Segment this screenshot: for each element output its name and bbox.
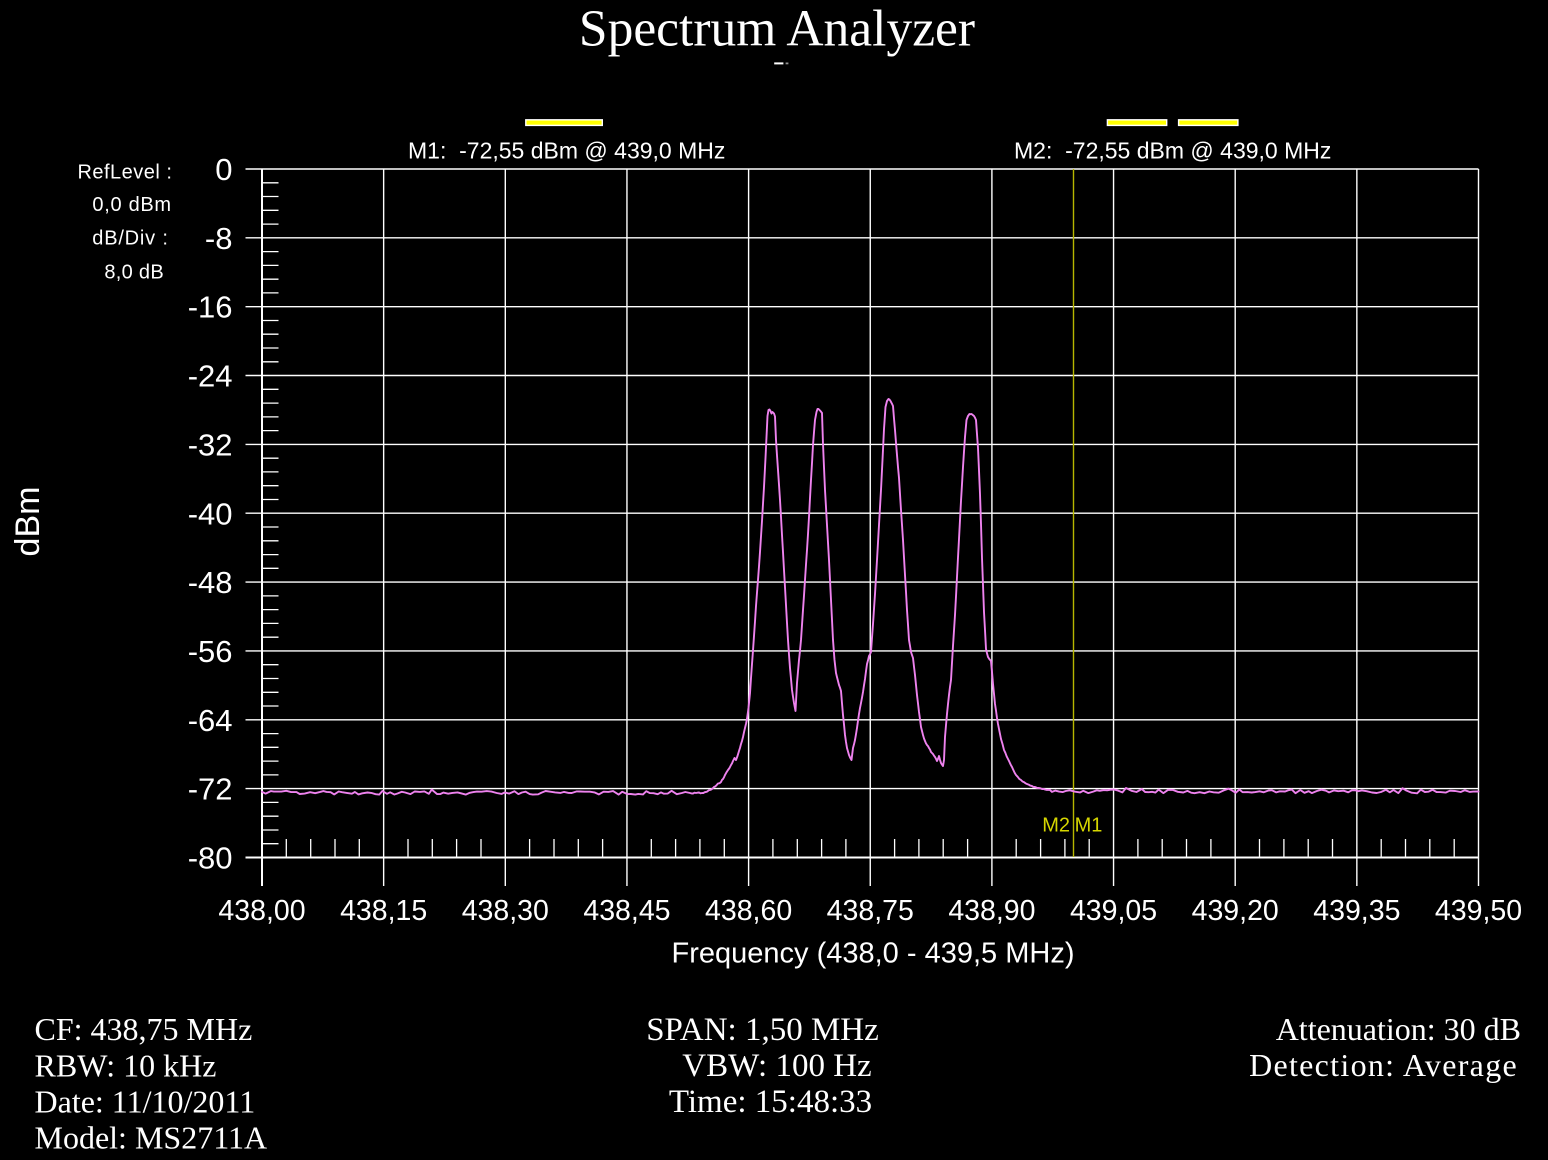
svg-text:Model: MS2711A: Model: MS2711A bbox=[35, 1120, 268, 1156]
svg-text:Date: 11/10/2011: Date: 11/10/2011 bbox=[35, 1084, 256, 1120]
svg-text:Time: 15:48:33: Time: 15:48:33 bbox=[669, 1084, 872, 1120]
svg-text:Frequency (438,0 - 439,5 MHz): Frequency (438,0 - 439,5 MHz) bbox=[672, 938, 1075, 970]
svg-text:-72: -72 bbox=[188, 772, 233, 807]
svg-text:SPAN: 1,50 MHz: SPAN: 1,50 MHz bbox=[646, 1012, 879, 1048]
svg-text:439,50: 439,50 bbox=[1435, 895, 1522, 927]
svg-text:-48: -48 bbox=[188, 565, 233, 600]
svg-text:0,0 dBm: 0,0 dBm bbox=[92, 194, 171, 216]
svg-text:438,60: 438,60 bbox=[705, 895, 792, 927]
svg-text:-16: -16 bbox=[188, 290, 233, 325]
svg-text:438,30: 438,30 bbox=[462, 895, 549, 927]
svg-text:M2: -72,55 dBm @ 439,0 MHz: M2: -72,55 dBm @ 439,0 MHz bbox=[1014, 138, 1331, 164]
svg-text:438,15: 438,15 bbox=[340, 895, 427, 927]
svg-text:-24: -24 bbox=[188, 359, 233, 394]
svg-text:-40: -40 bbox=[188, 496, 233, 531]
svg-text:M1: M1 bbox=[1075, 815, 1103, 837]
svg-text:RBW: 10 kHz: RBW: 10 kHz bbox=[35, 1048, 217, 1084]
svg-text:438,00: 438,00 bbox=[218, 895, 305, 927]
svg-text:-32: -32 bbox=[188, 427, 233, 462]
svg-text:dB/Div :: dB/Div : bbox=[92, 228, 168, 250]
svg-text:M2: M2 bbox=[1042, 815, 1070, 837]
svg-text:M1: -72,55 dBm @ 439,0 MHz: M1: -72,55 dBm @ 439,0 MHz bbox=[408, 138, 725, 164]
svg-text:-56: -56 bbox=[188, 634, 233, 669]
svg-text:439,35: 439,35 bbox=[1313, 895, 1400, 927]
svg-text:Detection: Average: Detection: Average bbox=[1249, 1047, 1518, 1083]
svg-text:CF: 438,75 MHz: CF: 438,75 MHz bbox=[35, 1011, 253, 1047]
svg-text:dBm: dBm bbox=[9, 487, 47, 557]
svg-text:0: 0 bbox=[215, 152, 232, 187]
svg-text:438,90: 438,90 bbox=[948, 895, 1035, 927]
svg-text:Spectrum Analyzer: Spectrum Analyzer bbox=[579, 1, 975, 58]
svg-text:438,45: 438,45 bbox=[583, 895, 670, 927]
svg-text:438,75: 438,75 bbox=[827, 895, 914, 927]
svg-text:439,20: 439,20 bbox=[1192, 895, 1279, 927]
svg-text:-8: -8 bbox=[205, 221, 233, 256]
svg-text:Attenuation: 30 dB: Attenuation: 30 dB bbox=[1276, 1011, 1521, 1047]
svg-text:8,0 dB: 8,0 dB bbox=[104, 262, 164, 284]
svg-text:-80: -80 bbox=[188, 841, 233, 876]
svg-text:VBW: 100 Hz: VBW: 100 Hz bbox=[682, 1048, 871, 1084]
svg-text:439,05: 439,05 bbox=[1070, 895, 1157, 927]
svg-text:RefLevel :: RefLevel : bbox=[77, 162, 172, 184]
svg-text:-64: -64 bbox=[188, 703, 233, 738]
